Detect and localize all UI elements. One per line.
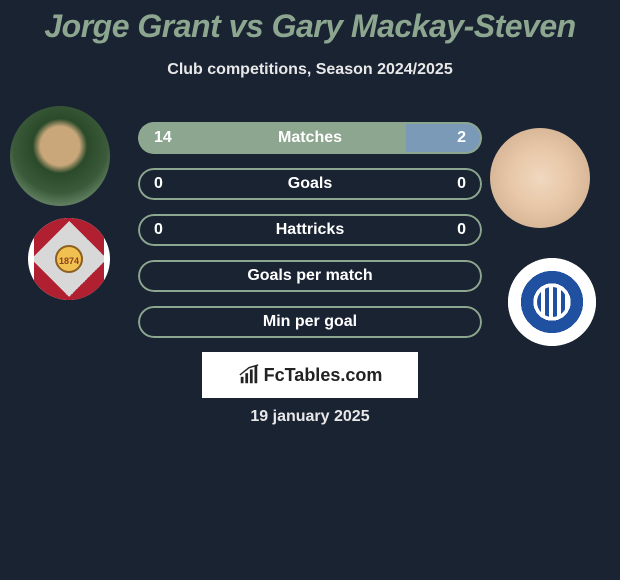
stat-label: Hattricks [138, 214, 482, 246]
stat-row: 0 Goals 0 [138, 168, 482, 200]
page-title: Jorge Grant vs Gary Mackay-Steven [0, 0, 620, 45]
player-left-avatar [10, 106, 110, 206]
crest-left-year: 1874 [55, 245, 83, 273]
stat-label: Matches [138, 122, 482, 154]
stat-value-right: 0 [457, 168, 466, 200]
club-left-crest: 1874 [28, 218, 110, 300]
stats-panel: 14 Matches 2 0 Goals 0 0 Hattricks 0 Goa… [138, 122, 482, 352]
stat-row: 0 Hattricks 0 [138, 214, 482, 246]
stat-label: Goals per match [138, 260, 482, 292]
club-right-crest [508, 258, 596, 346]
stat-row: Min per goal [138, 306, 482, 338]
player-right-avatar [490, 128, 590, 228]
stat-row: Goals per match [138, 260, 482, 292]
stat-label: Min per goal [138, 306, 482, 338]
stat-row: 14 Matches 2 [138, 122, 482, 154]
stat-label: Goals [138, 168, 482, 200]
date-label: 19 january 2025 [0, 408, 620, 426]
brand-box[interactable]: FcTables.com [202, 352, 418, 398]
stat-value-right: 2 [457, 122, 466, 154]
chart-icon [238, 364, 260, 386]
stat-value-right: 0 [457, 214, 466, 246]
brand-label: FcTables.com [264, 365, 383, 386]
subtitle: Club competitions, Season 2024/2025 [0, 61, 620, 79]
